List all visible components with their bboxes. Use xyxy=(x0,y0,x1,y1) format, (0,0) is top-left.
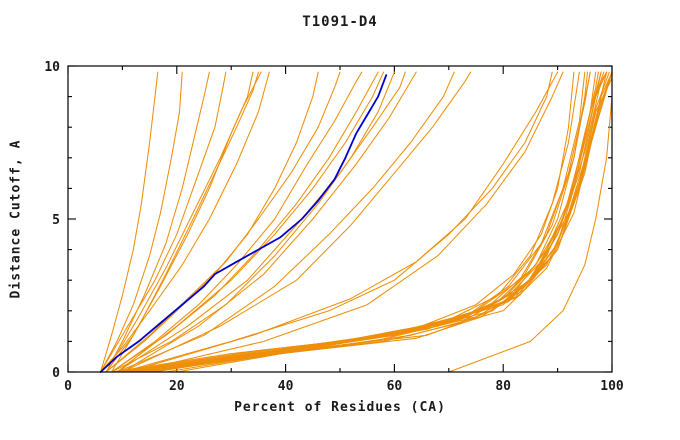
model-curve xyxy=(100,71,262,373)
model-curve xyxy=(105,71,254,373)
model-curve xyxy=(143,71,608,373)
model-curve xyxy=(100,71,270,373)
model-curve xyxy=(121,71,472,373)
model-curve xyxy=(110,71,363,373)
highlight-curve xyxy=(99,74,388,373)
model-curve xyxy=(448,96,613,373)
model-curve xyxy=(110,71,379,373)
model-curve xyxy=(100,71,227,373)
model-curve xyxy=(105,71,319,373)
model-curve xyxy=(110,71,395,373)
x-tick-label: 20 xyxy=(169,379,185,394)
model-curve xyxy=(132,71,602,373)
x-tick-label: 0 xyxy=(64,379,72,394)
model-curve xyxy=(116,71,455,373)
x-tick-label: 60 xyxy=(387,379,403,394)
tick-labels: 0 20 40 60 80 100 0 5 10 xyxy=(44,60,624,394)
x-tick-label: 40 xyxy=(278,379,294,394)
model-curve xyxy=(138,71,610,373)
model-curve xyxy=(100,71,159,373)
model-curve xyxy=(132,71,564,373)
chart-title: T1091-D4 xyxy=(302,14,378,30)
model-curve xyxy=(176,71,613,373)
x-tick-label: 80 xyxy=(495,379,511,394)
y-tick-label: 10 xyxy=(44,60,60,75)
model-curve xyxy=(110,71,259,373)
model-curve xyxy=(105,71,210,373)
model-curve xyxy=(132,71,608,373)
plot-border xyxy=(67,65,613,373)
model-curve xyxy=(127,71,559,373)
plot-frame xyxy=(67,65,613,373)
model-curve xyxy=(105,71,341,373)
x-tick-label: 100 xyxy=(600,379,624,394)
y-tick-label: 0 xyxy=(52,366,60,381)
model-curve xyxy=(138,71,605,373)
model-curve xyxy=(121,71,417,373)
model-curve xyxy=(127,71,591,373)
x-axis-label: Percent of Residues (CA) xyxy=(234,400,446,415)
model-curve xyxy=(100,71,183,373)
model-curve xyxy=(116,71,589,373)
model-curve xyxy=(116,71,385,373)
series-lines xyxy=(99,71,613,373)
y-tick-label: 5 xyxy=(52,213,60,228)
